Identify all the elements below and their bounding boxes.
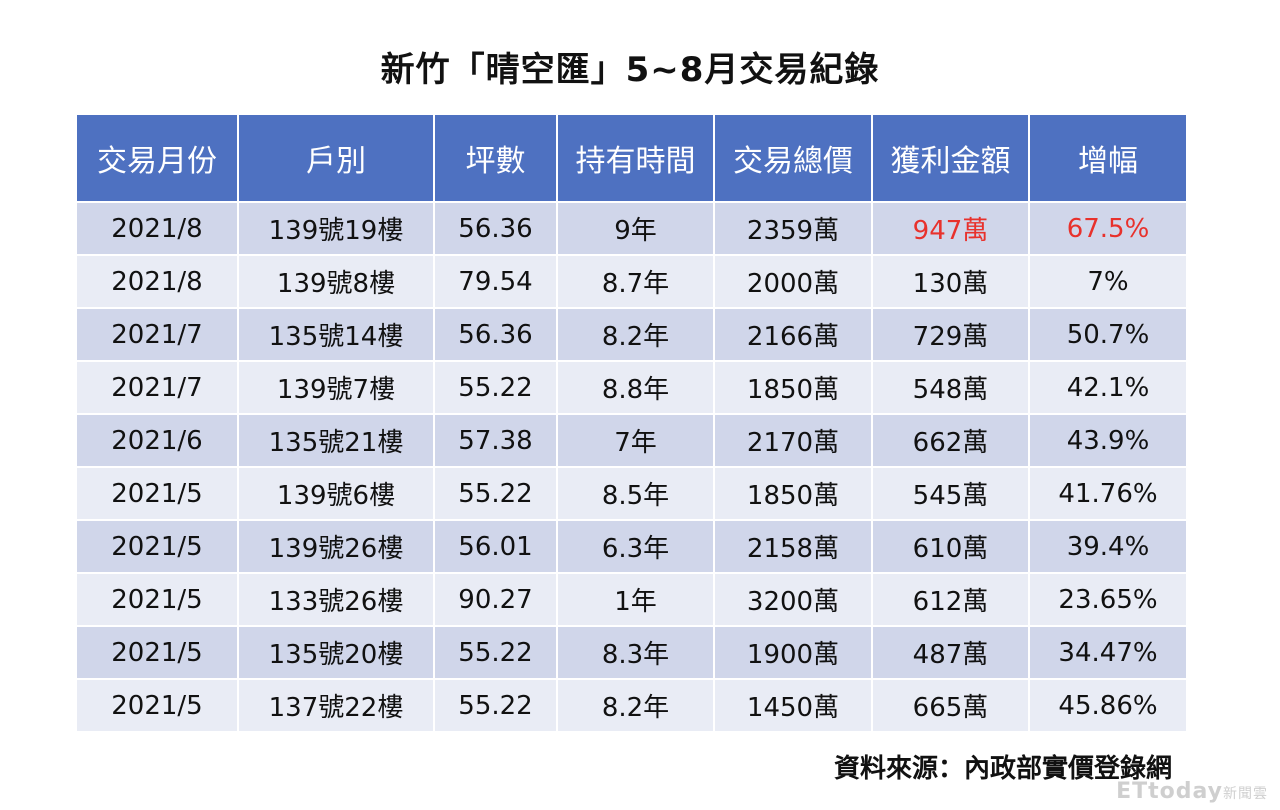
cell-month: 2021/7: [75, 360, 239, 415]
cell-holding-time: 8.2年: [556, 678, 715, 733]
table-row: 2021/5 137號22樓 55.22 8.2年 1450萬 665萬 45.…: [75, 678, 1188, 733]
cell-holding-time: 1年: [556, 572, 715, 627]
header-area: 坪數: [433, 113, 558, 203]
cell-area: 56.36: [433, 201, 558, 256]
cell-area: 55.22: [433, 625, 558, 680]
cell-total-price: 3200萬: [713, 572, 873, 627]
cell-total-price: 1850萬: [713, 360, 873, 415]
cell-area: 56.01: [433, 519, 558, 574]
cell-holding-time: 8.5年: [556, 466, 715, 521]
cell-holding-time: 8.8年: [556, 360, 715, 415]
cell-holding-time: 8.2年: [556, 307, 715, 362]
cell-unit: 135號21樓: [237, 413, 435, 468]
cell-unit: 135號20樓: [237, 625, 435, 680]
cell-increase: 67.5%: [1028, 201, 1188, 256]
cell-month: 2021/5: [75, 519, 239, 574]
cell-unit: 139號6樓: [237, 466, 435, 521]
cell-unit: 139號26樓: [237, 519, 435, 574]
cell-month: 2021/6: [75, 413, 239, 468]
table-row: 2021/5 133號26樓 90.27 1年 3200萬 612萬 23.65…: [75, 572, 1188, 627]
cell-profit: 729萬: [871, 307, 1030, 362]
cell-increase: 34.47%: [1028, 625, 1188, 680]
cell-total-price: 1850萬: [713, 466, 873, 521]
cell-area: 57.38: [433, 413, 558, 468]
cell-increase: 23.65%: [1028, 572, 1188, 627]
cell-holding-time: 9年: [556, 201, 715, 256]
cell-unit: 139號7樓: [237, 360, 435, 415]
cell-total-price: 2158萬: [713, 519, 873, 574]
cell-profit: 947萬: [871, 201, 1030, 256]
cell-month: 2021/8: [75, 254, 239, 309]
cell-area: 56.36: [433, 307, 558, 362]
table-row: 2021/8 139號8樓 79.54 8.7年 2000萬 130萬 7%: [75, 254, 1188, 309]
cell-holding-time: 7年: [556, 413, 715, 468]
cell-holding-time: 8.3年: [556, 625, 715, 680]
watermark-suffix: 新聞雲: [1223, 786, 1268, 802]
cell-unit: 133號26樓: [237, 572, 435, 627]
cell-total-price: 2170萬: [713, 413, 873, 468]
cell-holding-time: 6.3年: [556, 519, 715, 574]
cell-area: 55.22: [433, 466, 558, 521]
cell-total-price: 1900萬: [713, 625, 873, 680]
cell-month: 2021/5: [75, 572, 239, 627]
cell-month: 2021/5: [75, 466, 239, 521]
cell-unit: 139號19樓: [237, 201, 435, 256]
ettoday-watermark: ETtoday新聞雲: [1116, 779, 1268, 804]
header-total-price: 交易總價: [713, 113, 873, 203]
watermark-brand: ETtoday: [1116, 779, 1223, 804]
cell-total-price: 2166萬: [713, 307, 873, 362]
cell-profit: 545萬: [871, 466, 1030, 521]
cell-profit: 665萬: [871, 678, 1030, 733]
cell-profit: 130萬: [871, 254, 1030, 309]
cell-unit: 137號22樓: [237, 678, 435, 733]
header-month: 交易月份: [75, 113, 239, 203]
cell-profit: 548萬: [871, 360, 1030, 415]
cell-month: 2021/8: [75, 201, 239, 256]
cell-month: 2021/5: [75, 678, 239, 733]
cell-profit: 662萬: [871, 413, 1030, 468]
cell-area: 90.27: [433, 572, 558, 627]
header-holding-time: 持有時間: [556, 113, 715, 203]
table-row: 2021/7 135號14樓 56.36 8.2年 2166萬 729萬 50.…: [75, 307, 1188, 362]
cell-increase: 39.4%: [1028, 519, 1188, 574]
cell-increase: 50.7%: [1028, 307, 1188, 362]
page-title: 新竹「晴空匯」5~8月交易紀錄: [380, 50, 880, 90]
table-row: 2021/8 139號19樓 56.36 9年 2359萬 947萬 67.5%: [75, 201, 1188, 256]
cell-increase: 42.1%: [1028, 360, 1188, 415]
table-row: 2021/5 139號26樓 56.01 6.3年 2158萬 610萬 39.…: [75, 519, 1188, 574]
transaction-table: 交易月份 戶別 坪數 持有時間 交易總價 獲利金額 增幅 2021/8 139號…: [75, 113, 1188, 733]
table-row: 2021/5 139號6樓 55.22 8.5年 1850萬 545萬 41.7…: [75, 466, 1188, 521]
cell-area: 55.22: [433, 360, 558, 415]
table-row: 2021/7 139號7樓 55.22 8.8年 1850萬 548萬 42.1…: [75, 360, 1188, 415]
source-note: 資料來源：內政部實價登錄網: [833, 754, 1172, 784]
cell-increase: 45.86%: [1028, 678, 1188, 733]
cell-month: 2021/5: [75, 625, 239, 680]
cell-profit: 610萬: [871, 519, 1030, 574]
cell-unit: 135號14樓: [237, 307, 435, 362]
header-unit: 戶別: [237, 113, 435, 203]
cell-month: 2021/7: [75, 307, 239, 362]
table-row: 2021/5 135號20樓 55.22 8.3年 1900萬 487萬 34.…: [75, 625, 1188, 680]
table-row: 2021/6 135號21樓 57.38 7年 2170萬 662萬 43.9%: [75, 413, 1188, 468]
cell-total-price: 2359萬: [713, 201, 873, 256]
cell-profit: 487萬: [871, 625, 1030, 680]
cell-increase: 41.76%: [1028, 466, 1188, 521]
cell-increase: 7%: [1028, 254, 1188, 309]
cell-unit: 139號8樓: [237, 254, 435, 309]
cell-total-price: 2000萬: [713, 254, 873, 309]
table-header-row: 交易月份 戶別 坪數 持有時間 交易總價 獲利金額 增幅: [75, 113, 1188, 203]
header-increase: 增幅: [1028, 113, 1188, 203]
cell-profit: 612萬: [871, 572, 1030, 627]
cell-total-price: 1450萬: [713, 678, 873, 733]
header-profit: 獲利金額: [871, 113, 1030, 203]
cell-area: 55.22: [433, 678, 558, 733]
cell-holding-time: 8.7年: [556, 254, 715, 309]
cell-area: 79.54: [433, 254, 558, 309]
cell-increase: 43.9%: [1028, 413, 1188, 468]
